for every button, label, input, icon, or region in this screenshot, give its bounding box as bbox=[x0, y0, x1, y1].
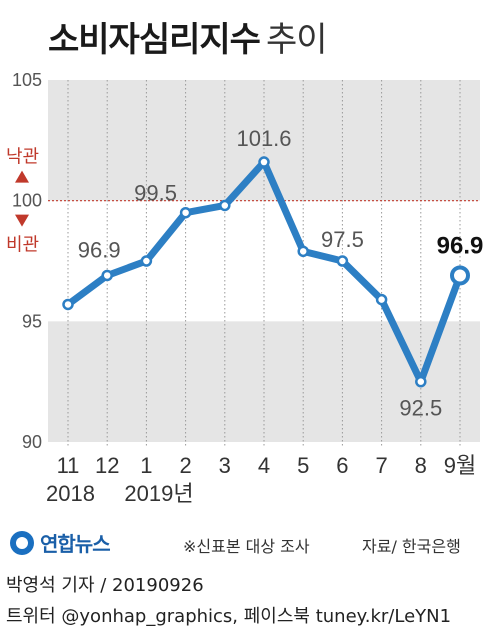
data-point bbox=[415, 375, 427, 388]
year-label: 2019년 bbox=[124, 481, 193, 506]
data-label: 101.6 bbox=[236, 126, 291, 151]
data-label: 92.5 bbox=[399, 396, 442, 421]
x-tick-label: 3 bbox=[219, 453, 231, 478]
x-tick-label: 7 bbox=[375, 453, 387, 478]
x-tick-label: 1 bbox=[140, 453, 152, 478]
down-arrow-icon bbox=[15, 214, 29, 227]
pessimism-label: 비관 bbox=[6, 235, 39, 256]
survey-note: ※신표본 대상 조사 bbox=[183, 537, 310, 556]
y-tick-label: 90 bbox=[22, 432, 42, 452]
year-label: 2018 bbox=[46, 481, 95, 506]
data-point bbox=[179, 206, 192, 219]
y-tick-label: 100 bbox=[12, 191, 42, 211]
data-point-last bbox=[450, 265, 470, 286]
data-point bbox=[140, 255, 153, 267]
y-tick-label: 95 bbox=[22, 311, 42, 331]
x-tick-label: 4 bbox=[258, 453, 270, 478]
title-text: 소비자심리지수 bbox=[48, 20, 261, 60]
optimism-label: 낙관 bbox=[6, 147, 39, 168]
x-tick-label: 6 bbox=[336, 453, 348, 478]
data-point bbox=[258, 156, 270, 168]
x-tick-label: 8 bbox=[415, 453, 427, 478]
data-label: 96.9 bbox=[78, 237, 121, 262]
x-tick-label: 9월 bbox=[444, 453, 476, 478]
up-arrow-icon bbox=[15, 170, 29, 183]
x-tick-label: 2 bbox=[179, 453, 191, 478]
data-point bbox=[219, 199, 231, 212]
credit-line-1: 박영석 기자 / 20190926 bbox=[6, 575, 204, 596]
data-source: 자료/ 한국은행 bbox=[362, 537, 461, 556]
logo-text: 연합뉴스 bbox=[40, 532, 111, 556]
x-tick-label: 11 bbox=[57, 453, 80, 478]
x-tick-label: 5 bbox=[297, 453, 309, 478]
title-subtitle: 추이 bbox=[265, 20, 328, 60]
data-point bbox=[297, 245, 309, 258]
y-tick-label: 105 bbox=[12, 70, 42, 90]
data-point bbox=[62, 298, 74, 311]
data-label: 99.5 bbox=[134, 181, 177, 206]
data-label: 96.9 bbox=[437, 232, 484, 259]
yonhap-logo-icon bbox=[10, 530, 34, 555]
credit-line-2: 트위터 @yonhap_graphics, 페이스북 tuney.kr/LeYN… bbox=[6, 606, 452, 627]
x-tick-label: 12 bbox=[95, 453, 119, 478]
data-point bbox=[375, 293, 388, 306]
page-title: 소비자심리지수 추이 bbox=[48, 12, 328, 61]
yonhap-logo: 연합뉴스 bbox=[10, 528, 111, 557]
data-point bbox=[101, 269, 113, 282]
data-point bbox=[336, 255, 349, 267]
data-label: 97.5 bbox=[321, 227, 364, 252]
